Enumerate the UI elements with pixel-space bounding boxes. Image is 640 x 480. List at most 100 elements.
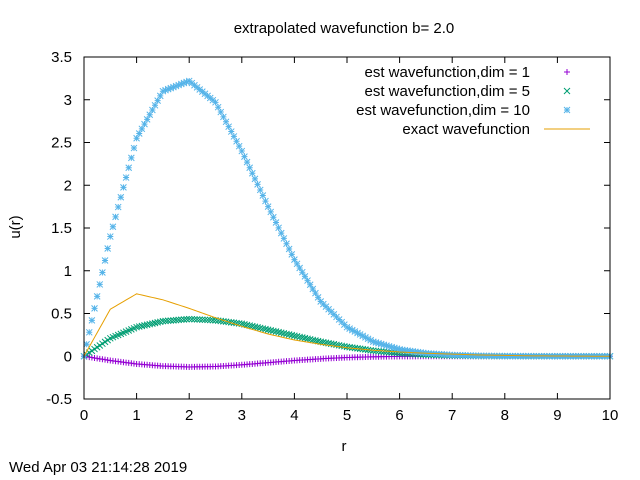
data-point	[201, 316, 209, 324]
data-point	[220, 113, 227, 121]
data-point	[351, 328, 359, 335]
data-point	[264, 326, 272, 334]
data-point	[133, 134, 140, 142]
data-point	[127, 154, 135, 162]
data-point	[167, 84, 175, 92]
data-point	[222, 118, 230, 126]
series-layer	[80, 77, 614, 370]
data-point	[172, 82, 180, 90]
data-point	[380, 348, 388, 356]
legend-label: est wavefunction,dim = 1	[364, 64, 530, 81]
data-point	[225, 123, 233, 131]
data-point	[156, 92, 164, 100]
data-point	[138, 322, 146, 330]
data-point	[246, 164, 254, 172]
data-point	[362, 334, 369, 341]
x-tick-label: 2	[185, 407, 193, 424]
legend-swatch	[563, 106, 571, 114]
x-tick-label: 3	[238, 407, 246, 424]
x-tick-label: 0	[80, 407, 88, 424]
data-point	[306, 281, 314, 289]
axes: 0 1 2 3 4 5 6 7 8 9 10 -0.5 0 0.5 1 1.5 2 2.5 3 3.5	[46, 49, 618, 424]
data-point	[214, 103, 222, 111]
data-point	[383, 348, 390, 356]
data-point	[217, 108, 225, 116]
data-point	[288, 331, 296, 339]
data-point	[149, 320, 156, 327]
data-point	[248, 169, 256, 177]
legend: est wavefunction,dim = 1 est wavefunction…	[356, 64, 590, 138]
data-point	[170, 83, 177, 91]
data-point	[341, 342, 348, 350]
data-point	[106, 233, 114, 240]
data-point	[272, 328, 280, 335]
x-tick-label: 10	[602, 407, 619, 424]
data-point	[375, 339, 382, 347]
data-point	[143, 321, 151, 329]
data-point	[291, 332, 298, 340]
data-point	[243, 158, 251, 166]
data-point	[367, 336, 375, 344]
data-point	[254, 181, 261, 188]
data-point	[262, 197, 269, 205]
chart-title: extrapolated wavefunction b= 2.0	[234, 20, 455, 37]
data-point	[117, 193, 125, 201]
data-point	[227, 128, 235, 135]
legend-marker	[564, 69, 570, 75]
data-point	[390, 349, 398, 357]
data-point	[156, 318, 164, 326]
data-point	[175, 81, 183, 89]
data-point	[259, 192, 267, 199]
data-point	[280, 329, 288, 337]
y-tick-label: 1	[64, 263, 72, 280]
data-point	[241, 153, 248, 160]
data-point	[114, 203, 122, 211]
timestamp: Wed Apr 03 21:14:28 2019	[9, 459, 188, 476]
y-tick-label: 3.5	[51, 49, 72, 66]
data-point	[301, 334, 309, 342]
data-point	[267, 326, 275, 334]
data-point	[141, 120, 148, 128]
data-point	[369, 338, 377, 346]
data-point	[256, 324, 264, 332]
data-point	[133, 323, 140, 331]
data-point	[162, 86, 169, 94]
data-point	[262, 325, 269, 333]
data-point	[185, 315, 193, 323]
data-point	[196, 316, 204, 323]
data-point	[343, 323, 351, 331]
data-point	[293, 260, 301, 268]
data-point	[170, 316, 177, 324]
data-point	[314, 293, 322, 301]
data-point	[167, 317, 175, 324]
data-point	[172, 316, 180, 324]
data-point	[154, 319, 161, 326]
data-point	[183, 78, 190, 86]
x-tick-label: 1	[132, 407, 140, 424]
data-point	[291, 256, 298, 263]
data-point	[235, 320, 243, 327]
data-point	[96, 281, 104, 288]
legend-label: est wavefunction,dim = 5	[364, 83, 530, 100]
data-point	[193, 316, 201, 323]
data-point	[143, 116, 151, 123]
data-point	[298, 268, 306, 276]
data-point	[101, 257, 109, 264]
data-point	[356, 331, 364, 338]
y-tick-label: 1.5	[51, 220, 72, 237]
data-point	[383, 342, 390, 349]
data-point	[377, 348, 385, 355]
data-point	[272, 219, 280, 226]
data-point	[280, 235, 288, 242]
data-point	[109, 223, 117, 231]
data-point	[267, 208, 275, 216]
legend-label: est wavefunction,dim = 10	[356, 102, 530, 119]
x-tick-label: 4	[290, 407, 298, 424]
data-point	[312, 289, 319, 297]
data-point	[146, 320, 154, 328]
data-point	[125, 164, 133, 172]
data-point	[285, 331, 293, 338]
data-point	[83, 340, 90, 348]
data-point	[354, 329, 361, 337]
